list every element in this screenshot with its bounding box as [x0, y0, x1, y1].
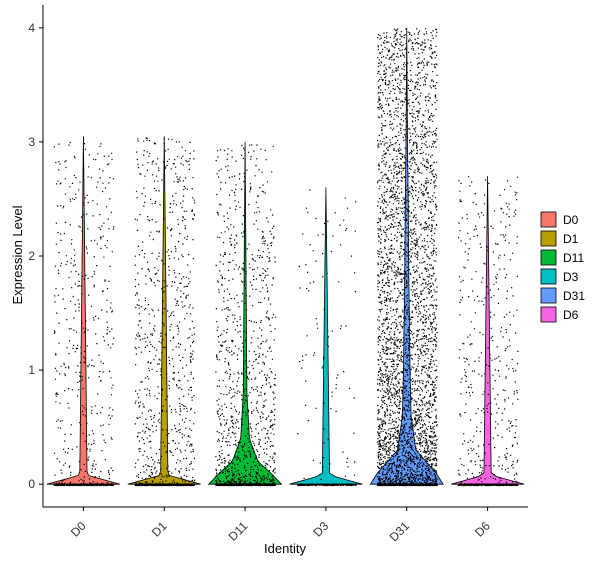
y-axis-title: Expression Level: [10, 205, 25, 304]
legend-swatch-D6: [540, 306, 557, 323]
y-tick-label: 4: [28, 21, 35, 35]
legend-label-D31: D31: [563, 289, 585, 303]
violin-layer: [46, 27, 525, 485]
x-tick-label-D6: D6: [472, 519, 493, 540]
legend-label-D0: D0: [563, 213, 579, 227]
y-tick-label: 2: [28, 249, 35, 263]
violin-D6: [451, 176, 525, 485]
y-tick-label: 3: [28, 135, 35, 149]
x-tick-label-D1: D1: [149, 519, 170, 540]
legend: D0 D1 D11 D3 D31 D6: [540, 211, 585, 323]
y-ticks: 0 1 2 3 4: [28, 21, 43, 491]
legend-label-D11: D11: [563, 251, 584, 265]
x-axis-title: Identity: [264, 541, 306, 556]
violin-D0: [46, 136, 120, 485]
legend-swatch-D3: [540, 268, 557, 285]
legend-label-D3: D3: [563, 270, 579, 284]
legend-label-D1: D1: [563, 232, 579, 246]
legend-swatch-D11: [540, 249, 557, 266]
x-tick-label-D11: D11: [226, 519, 251, 544]
legend-swatch-D0: [540, 211, 557, 228]
violin-D11: [207, 141, 283, 485]
violin-D3: [289, 187, 363, 485]
y-tick-label: 0: [28, 477, 35, 491]
x-tick-label-D0: D0: [68, 519, 89, 540]
x-tick-label-D31: D31: [387, 519, 413, 545]
x-ticks: D0 D1 D11 D3 D31 D6: [68, 507, 493, 544]
points-D31: [376, 28, 438, 487]
jitter-points-layer: [53, 28, 519, 487]
legend-label-D6: D6: [563, 308, 579, 322]
y-tick-label: 1: [28, 363, 35, 377]
x-tick-label-D3: D3: [310, 519, 331, 540]
axes: 0 1 2 3 4 D0 D1 D11 D3 D31 D6: [28, 5, 528, 544]
jitter-points-D31: [376, 28, 438, 487]
legend-swatch-D31: [540, 287, 557, 304]
legend-swatch-D1: [540, 230, 557, 247]
violin-D1: [127, 136, 201, 485]
